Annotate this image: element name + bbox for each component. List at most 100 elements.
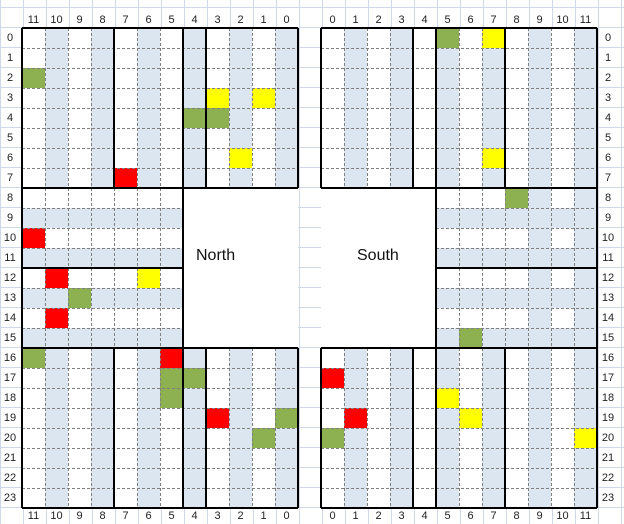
row-label: 3: [604, 92, 612, 104]
column-label: 0: [283, 14, 290, 26]
column-label: 4: [421, 510, 428, 522]
row-label: 22: [601, 472, 615, 484]
south-label: South: [357, 247, 399, 264]
column-label: 1: [260, 510, 267, 522]
column-label: 6: [467, 510, 474, 522]
north-label: North: [196, 247, 236, 264]
row-label: 5: [6, 132, 14, 144]
row-label: 7: [604, 172, 612, 184]
red-cell: [45, 268, 68, 288]
column-label: 7: [490, 14, 497, 26]
row-label: 21: [601, 452, 615, 464]
green-cell: [505, 188, 528, 208]
column-label: 10: [556, 510, 569, 522]
yellow-cell: [482, 28, 505, 48]
green-cell: [275, 408, 298, 428]
row-label: 12: [601, 272, 615, 284]
green-cell: [206, 108, 229, 128]
column-label: 6: [145, 510, 152, 522]
stripe-row: [22, 328, 183, 348]
red-cell: [206, 408, 229, 428]
row-label: 6: [604, 152, 612, 164]
green-cell: [459, 328, 482, 348]
column-label: 4: [191, 14, 198, 26]
row-label: 20: [601, 432, 615, 444]
column-label: 3: [214, 14, 221, 26]
row-label: 8: [604, 192, 612, 204]
south-center: [321, 188, 436, 348]
row-label: 17: [601, 372, 615, 384]
red-cell: [344, 408, 367, 428]
row-label: 10: [601, 232, 615, 244]
row-label: 1: [604, 52, 612, 64]
green-cell: [183, 368, 206, 388]
green-cell: [252, 428, 275, 448]
column-label: 3: [398, 14, 405, 26]
green-cell: [160, 368, 183, 388]
row-label: 5: [604, 132, 612, 144]
yellow-cell: [229, 148, 252, 168]
north-center: [183, 188, 298, 348]
yellow-cell: [137, 268, 160, 288]
column-label: 4: [421, 14, 428, 26]
stripe-row: [22, 248, 183, 268]
row-label: 14: [601, 312, 615, 324]
yellow-cell: [206, 88, 229, 108]
red-cell: [114, 168, 137, 188]
row-label: 11: [602, 252, 614, 264]
row-label: 20: [3, 432, 17, 444]
row-label: 9: [604, 212, 612, 224]
column-label: 9: [76, 14, 83, 26]
column-label: 11: [579, 510, 592, 522]
row-label: 0: [604, 32, 612, 44]
yellow-cell: [574, 428, 597, 448]
column-label: 9: [536, 14, 543, 26]
column-label: 8: [99, 510, 106, 522]
green-cell: [160, 388, 183, 408]
column-label: 3: [398, 510, 405, 522]
row-label: 3: [6, 92, 14, 104]
green-cell: [436, 28, 459, 48]
row-label: 13: [3, 292, 17, 304]
stripe-row: [436, 288, 597, 308]
row-label: 21: [3, 452, 17, 464]
green-cell: [22, 348, 45, 368]
yellow-cell: [252, 88, 275, 108]
row-label: 10: [3, 232, 17, 244]
column-label: 5: [168, 14, 175, 26]
row-label: 1: [6, 52, 14, 64]
row-label: 4: [604, 112, 612, 124]
row-label: 12: [3, 272, 17, 284]
yellow-cell: [436, 388, 459, 408]
column-label: 8: [513, 14, 520, 26]
column-label: 11: [27, 14, 40, 26]
column-label: 2: [375, 14, 382, 26]
column-label: 8: [513, 510, 520, 522]
green-cell: [22, 68, 45, 88]
column-label: 10: [556, 14, 569, 26]
row-label: 19: [601, 412, 615, 424]
row-label: 14: [3, 312, 17, 324]
column-label: 2: [237, 14, 244, 26]
column-label: 5: [168, 510, 175, 522]
column-label: 1: [352, 14, 359, 26]
stripe-row: [22, 288, 183, 308]
column-label: 10: [50, 14, 63, 26]
row-label: 22: [3, 472, 17, 484]
row-label: 8: [6, 192, 14, 204]
row-label: 6: [6, 152, 14, 164]
row-label: 16: [601, 352, 615, 364]
column-label: 11: [579, 14, 592, 26]
column-label: 4: [191, 510, 198, 522]
row-label: 0: [6, 32, 14, 44]
column-label: 6: [145, 14, 152, 26]
green-cell: [183, 108, 206, 128]
red-cell: [160, 348, 183, 368]
green-cell: [321, 428, 344, 448]
stripe-row: [436, 208, 597, 228]
row-label: 16: [3, 352, 17, 364]
column-label: 2: [237, 510, 244, 522]
column-label: 0: [283, 510, 290, 522]
